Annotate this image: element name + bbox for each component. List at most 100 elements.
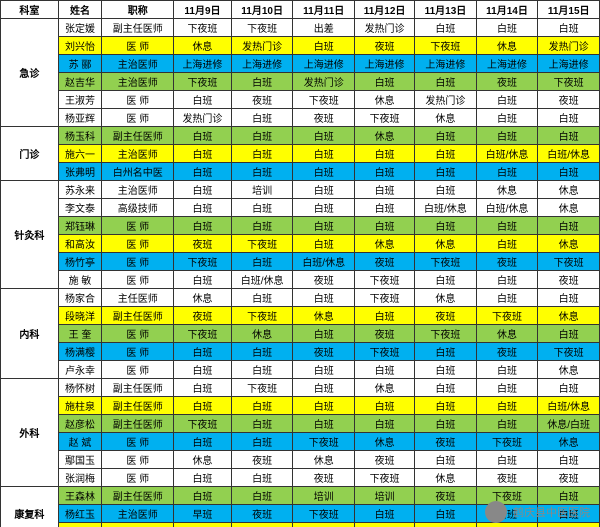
shift-cell: 白班 (231, 109, 293, 127)
shift-cell: 白班 (293, 289, 355, 307)
shift-cell: 夜班 (476, 253, 538, 271)
shift-cell: 夜班 (415, 487, 477, 505)
shift-cell: 白班 (415, 505, 477, 523)
name-cell: 杨竹亭 (58, 253, 102, 271)
shift-cell: 白班 (415, 73, 477, 91)
shift-cell: 早班 (174, 505, 232, 523)
name-cell: 张弗明 (58, 163, 102, 181)
shift-cell: 白班 (538, 451, 600, 469)
name-cell: 苏 郦 (58, 55, 102, 73)
shift-cell: 夜班 (231, 451, 293, 469)
name-cell: 施六一 (58, 145, 102, 163)
shift-cell: 休息/白班 (538, 415, 600, 433)
shift-cell: 上海进修 (476, 55, 538, 73)
header-cell: 11月11日 (293, 1, 355, 19)
shift-cell: 夜班 (293, 271, 355, 289)
shift-cell: 休息 (538, 199, 600, 217)
shift-cell: 白班 (415, 451, 477, 469)
name-cell: 杨亚辉 (58, 109, 102, 127)
shift-cell: 白班 (293, 37, 355, 55)
shift-cell: 下夜班 (538, 343, 600, 361)
shift-cell: 上海进修 (538, 55, 600, 73)
shift-cell: 休息 (415, 469, 477, 487)
shift-cell: 白班/休息 (415, 199, 477, 217)
shift-cell: 白班/休息 (293, 253, 355, 271)
shift-cell: 上海进修 (293, 55, 355, 73)
shift-cell: 白班 (415, 181, 477, 199)
shift-cell: 休息 (174, 37, 232, 55)
dept-cell: 急诊 (1, 19, 59, 127)
shift-cell: 休息 (538, 433, 600, 451)
shift-cell: 白班 (293, 217, 355, 235)
shift-cell: 白班 (415, 163, 477, 181)
shift-cell: 白班 (476, 379, 538, 397)
name-cell: 杨怀树 (58, 379, 102, 397)
shift-cell: 白班 (174, 343, 232, 361)
shift-cell: 夜班 (476, 73, 538, 91)
shift-cell: 白班 (355, 163, 415, 181)
header-cell: 11月9日 (174, 1, 232, 19)
name-cell: 段晓洋 (58, 307, 102, 325)
shift-cell: 白班 (355, 181, 415, 199)
shift-cell: 下夜班 (174, 415, 232, 433)
shift-cell: 下夜班 (231, 19, 293, 37)
shift-cell: 培训 (355, 487, 415, 505)
title-cell: 医 师 (102, 469, 174, 487)
shift-cell: 白班 (415, 415, 477, 433)
name-cell: 张润梅 (58, 469, 102, 487)
shift-cell: 发热门诊 (174, 109, 232, 127)
shift-cell: 白班 (293, 325, 355, 343)
header-cell: 姓名 (58, 1, 102, 19)
shift-cell: 白班 (415, 127, 477, 145)
shift-cell: 白班 (174, 397, 232, 415)
shift-cell: 白班 (293, 523, 355, 527)
name-cell: 王 奎 (58, 325, 102, 343)
title-cell: 副主任医师 (102, 307, 174, 325)
title-cell: 医 师 (102, 523, 174, 527)
name-cell: 王淑芳 (58, 91, 102, 109)
dept-cell: 康复科 (1, 487, 59, 527)
shift-cell: 白班 (355, 361, 415, 379)
header-cell: 职称 (102, 1, 174, 19)
shift-cell: 白班 (538, 289, 600, 307)
name-cell: 杨红玉 (58, 505, 102, 523)
shift-cell: 下夜班 (293, 505, 355, 523)
shift-cell: 白班 (174, 523, 232, 527)
shift-cell: 夜班 (538, 469, 600, 487)
shift-cell: 白班 (174, 199, 232, 217)
shift-cell: 休息 (174, 289, 232, 307)
shift-cell: 白班 (476, 127, 538, 145)
shift-cell: 休息 (355, 91, 415, 109)
name-cell: 杨玉科 (58, 127, 102, 145)
shift-cell: 下夜班 (415, 253, 477, 271)
title-cell: 医 师 (102, 325, 174, 343)
name-cell: 王森林 (58, 487, 102, 505)
shift-cell: 白班 (231, 253, 293, 271)
shift-cell: 白班 (231, 73, 293, 91)
shift-cell: 夜班 (174, 307, 232, 325)
shift-cell: 休息 (538, 361, 600, 379)
schedule-table: 科室姓名职称11月9日11月10日11月11日11月12日11月13日11月14… (0, 0, 600, 527)
dept-cell: 内科 (1, 289, 59, 379)
name-cell: 施柱泉 (58, 397, 102, 415)
shift-cell: 白班 (293, 415, 355, 433)
shift-cell: 白班 (231, 487, 293, 505)
shift-cell: 白班 (476, 217, 538, 235)
shift-cell: 白班 (476, 163, 538, 181)
shift-cell: 白班 (355, 199, 415, 217)
shift-cell: 休息 (415, 289, 477, 307)
shift-cell: 白班 (476, 109, 538, 127)
header-cell: 11月10日 (231, 1, 293, 19)
shift-cell: 休息 (174, 451, 232, 469)
shift-cell: 夜班 (476, 343, 538, 361)
shift-cell: 下夜班 (355, 469, 415, 487)
shift-cell: 白班 (355, 523, 415, 527)
shift-cell: 白班 (174, 217, 232, 235)
shift-cell: 夜班 (293, 109, 355, 127)
shift-cell: 白班 (293, 163, 355, 181)
shift-cell: 夜班 (476, 469, 538, 487)
title-cell: 副主任医师 (102, 415, 174, 433)
title-cell: 主治医师 (102, 73, 174, 91)
shift-cell: 白班 (231, 415, 293, 433)
shift-cell: 休息 (476, 181, 538, 199)
